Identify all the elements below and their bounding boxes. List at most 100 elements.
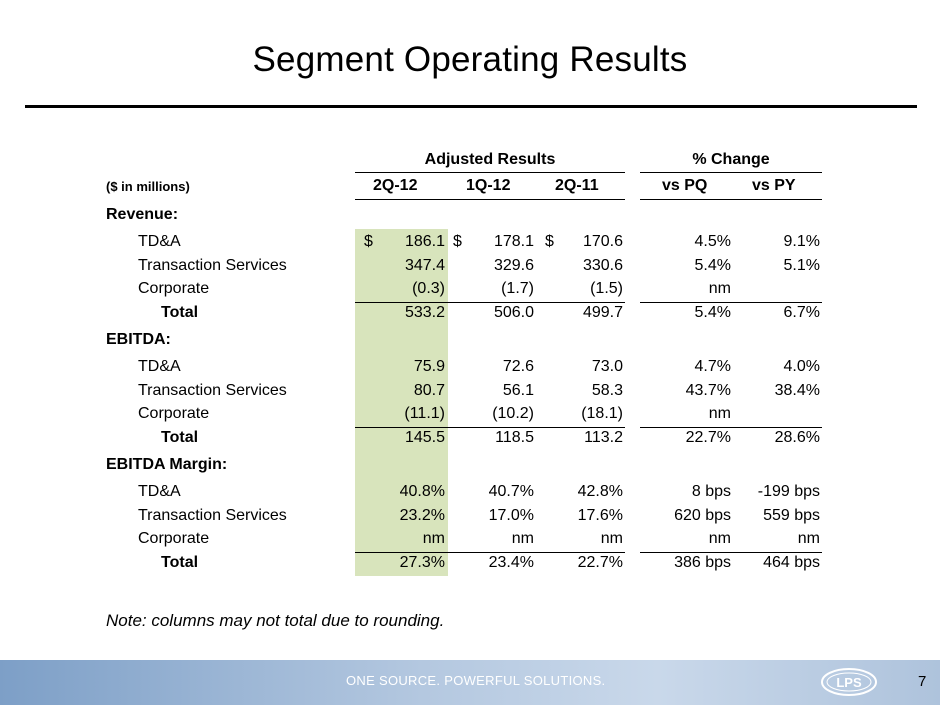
cell-pq: 620 bps [674,506,731,524]
col-header-vs-pq: vs PQ [662,177,708,194]
col-header-rule-right [640,199,822,200]
cell-c3: 58.3 [591,381,623,399]
section-label: EBITDA Margin: [106,456,228,473]
row-label: Corporate [138,280,210,297]
cell-c3: 17.6% [577,506,623,524]
cell-c1: 533.2 [404,303,445,321]
col-header-2q11: 2Q-11 [555,177,599,194]
cell-py: 9.1% [783,233,820,250]
adjusted-results-header: Adjusted Results [424,151,556,168]
cell-pq: nm [708,280,731,297]
cell-pq: nm [708,530,731,547]
cell-c1: nm [422,530,445,547]
subtotal-rule-right [640,552,822,553]
cell-c1: 347.4 [404,256,445,274]
section-label: EBITDA: [106,331,171,348]
subtotal-rule-left [355,552,625,553]
rounding-note: Note: columns may not total due to round… [106,611,445,630]
cell-py: 5.1% [783,256,820,274]
dollar-sign: $ [364,233,373,250]
cell-c3: 499.7 [582,303,623,321]
cell-c3: 170.6 [582,233,623,250]
cell-c1: (11.1) [404,405,445,422]
dollar-sign: $ [453,233,462,250]
cell-c2: 56.1 [502,381,534,399]
subtotal-rule-right [640,302,822,303]
current-quarter-highlight [355,229,448,576]
total-row-label: Total [161,553,199,571]
cell-pq: 22.7% [685,428,731,446]
cell-pq: 4.5% [694,233,731,250]
cell-py: 28.6% [774,428,820,446]
cell-c3: (1.5) [590,280,623,297]
cell-c1: 27.3% [399,553,445,571]
subtotal-rule-left [355,427,625,428]
cell-pq: 43.7% [685,381,731,399]
cell-c1: 80.7 [413,381,445,399]
dollar-sign: $ [545,233,554,250]
cell-py: -199 bps [757,483,820,500]
cell-c3: 22.7% [577,553,623,571]
total-row-label: Total [161,303,199,321]
cell-c2: 178.1 [493,233,534,250]
row-label: TD&A [138,483,181,500]
col-header-rule-left [355,199,625,200]
cell-c2: 506.0 [493,303,534,321]
slide-title: Segment Operating Results [252,40,688,79]
row-label: Transaction Services [138,381,287,399]
lps-logo: LPS [821,668,877,696]
logo-text: LPS [836,675,862,690]
cell-pq: 4.7% [694,358,731,375]
row-label: TD&A [138,233,181,250]
pct-change-rule [640,172,822,173]
footer-bar: ONE SOURCE. POWERFUL SOLUTIONS. LPS 7 [0,660,940,705]
footer-tagline: ONE SOURCE. POWERFUL SOLUTIONS. [346,673,606,688]
cell-c2: nm [511,530,534,547]
page-number: 7 [918,673,927,690]
cell-py: nm [797,530,820,547]
cell-c2: (10.2) [492,405,534,422]
col-header-1q12: 1Q-12 [466,177,511,194]
cell-c2: 40.7% [488,483,534,500]
row-label: Corporate [138,405,210,422]
cell-c1: 40.8% [399,483,445,500]
cell-c3: (18.1) [581,405,623,422]
row-label: Transaction Services [138,256,287,274]
cell-pq: 386 bps [674,553,731,571]
cell-c2: (1.7) [501,280,534,297]
col-header-vs-py: vs PY [752,177,796,194]
cell-py: 464 bps [763,553,820,571]
cell-py: 38.4% [774,381,820,399]
cell-c2: 118.5 [495,428,534,446]
cell-c2: 72.6 [502,358,534,375]
cell-pq: 8 bps [691,483,731,500]
cell-c1: 23.2% [399,506,445,524]
row-label: TD&A [138,358,181,375]
cell-pq: nm [708,405,731,422]
cell-c2: 23.4% [488,553,534,571]
title-rule [25,105,917,108]
cell-py: 4.0% [783,358,820,375]
cell-c2: 17.0% [488,506,534,524]
cell-py: 6.7% [783,303,820,321]
subtotal-rule-left [355,302,625,303]
cell-c3: 113.2 [584,428,623,446]
row-label: Transaction Services [138,506,287,524]
subtotal-rule-right [640,427,822,428]
cell-c1: 145.5 [404,428,445,446]
col-header-2q12: 2Q-12 [373,177,418,194]
cell-c2: 329.6 [493,256,534,274]
total-row-label: Total [161,428,199,446]
cell-pq: 5.4% [694,303,731,321]
cell-py: 559 bps [763,506,820,524]
cell-c1: 186.1 [404,233,445,250]
cell-c1: (0.3) [412,280,445,297]
cell-c3: 42.8% [577,483,623,500]
section-label: Revenue: [106,206,179,223]
cell-c3: 330.6 [582,256,623,274]
row-label: Corporate [138,530,210,547]
cell-c3: nm [600,530,623,547]
adjusted-results-rule [355,172,625,173]
cell-c1: 75.9 [413,358,445,375]
pct-change-header: % Change [692,151,770,168]
